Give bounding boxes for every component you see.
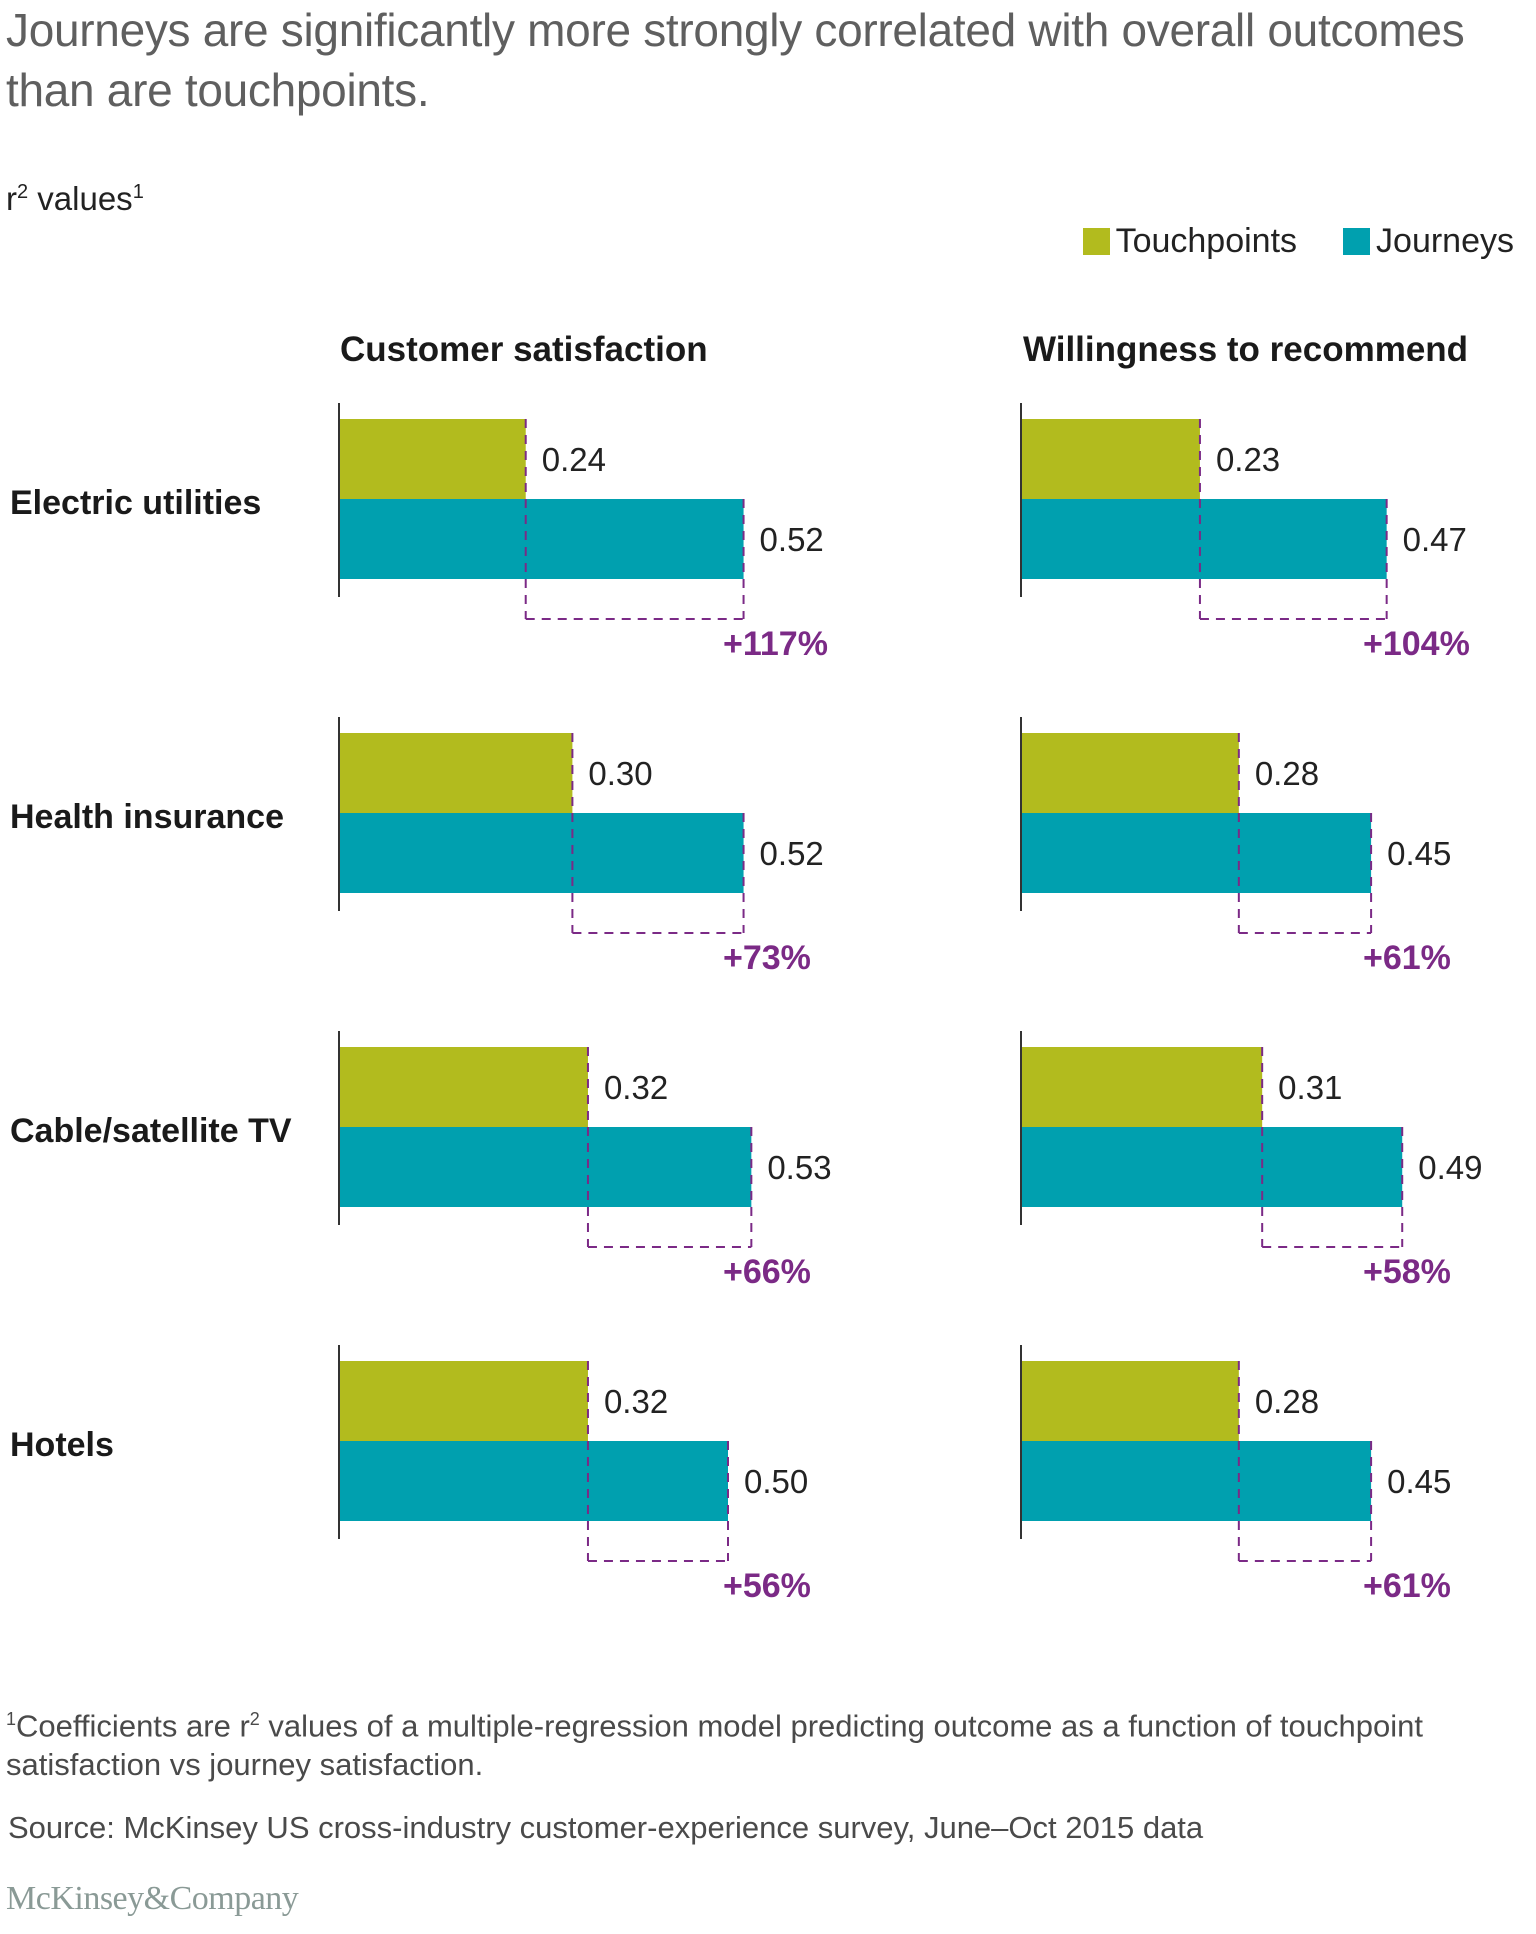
brand-logo: McKinsey&Company bbox=[6, 1880, 299, 1917]
delta-label-customer-satisfaction-health-insurance: +73% bbox=[723, 939, 811, 977]
category-label-health-insurance: Health insurance bbox=[10, 798, 284, 836]
footnote-marker: 1 bbox=[6, 1709, 17, 1729]
legend-label-touchpoints: Touchpoints bbox=[1115, 222, 1298, 260]
footnote-text-post: values of a multiple-regression model pr… bbox=[6, 1708, 1423, 1783]
bar-journeys-willingness-to-recommend-hotels bbox=[1021, 1441, 1372, 1521]
source-note: Source: McKinsey US cross-industry custo… bbox=[8, 1810, 1204, 1845]
bar-touchpoints-willingness-to-recommend-cable-satellite-tv bbox=[1021, 1047, 1263, 1127]
legend-item-journeys: Journeys bbox=[1343, 222, 1514, 261]
bar-touchpoints-customer-satisfaction-cable-satellite-tv bbox=[339, 1047, 588, 1127]
bar-journeys-willingness-to-recommend-health-insurance bbox=[1021, 813, 1372, 893]
footnote-text-pre: Coefficients are r bbox=[16, 1708, 250, 1744]
bar-journeys-customer-satisfaction-electric-utilities bbox=[339, 499, 744, 579]
bar-journeys-willingness-to-recommend-cable-satellite-tv bbox=[1021, 1127, 1403, 1207]
chart-title: Journeys are significantly more strongly… bbox=[6, 4, 1465, 116]
bar-touchpoints-customer-satisfaction-health-insurance bbox=[339, 733, 573, 813]
category-label-cable-satellite-tv: Cable/satellite TV bbox=[10, 1112, 292, 1150]
value-label-touchpoints-willingness-to-recommend-hotels: 0.28 bbox=[1255, 1383, 1319, 1420]
value-label-touchpoints-customer-satisfaction-health-insurance: 0.30 bbox=[588, 755, 652, 792]
value-label-touchpoints-customer-satisfaction-cable-satellite-tv: 0.32 bbox=[604, 1069, 668, 1106]
value-label-touchpoints-customer-satisfaction-hotels: 0.32 bbox=[604, 1383, 668, 1420]
delta-label-willingness-to-recommend-electric-utilities: +104% bbox=[1363, 625, 1470, 663]
delta-label-customer-satisfaction-hotels: +56% bbox=[723, 1567, 811, 1605]
value-label-journeys-customer-satisfaction-electric-utilities: 0.52 bbox=[760, 521, 824, 558]
bar-journeys-willingness-to-recommend-electric-utilities bbox=[1021, 499, 1387, 579]
value-label-touchpoints-willingness-to-recommend-cable-satellite-tv: 0.31 bbox=[1278, 1069, 1342, 1106]
bar-touchpoints-customer-satisfaction-hotels bbox=[339, 1361, 588, 1441]
bar-touchpoints-willingness-to-recommend-hotels bbox=[1021, 1361, 1239, 1441]
value-label-journeys-customer-satisfaction-hotels: 0.50 bbox=[744, 1463, 808, 1500]
legend-label-journeys: Journeys bbox=[1376, 222, 1514, 260]
delta-label-customer-satisfaction-electric-utilities: +117% bbox=[723, 625, 828, 663]
footnote-text-sup: 2 bbox=[249, 1709, 260, 1729]
value-label-touchpoints-willingness-to-recommend-electric-utilities: 0.23 bbox=[1216, 441, 1280, 478]
legend-swatch-touchpoints bbox=[1082, 228, 1110, 255]
bar-touchpoints-customer-satisfaction-electric-utilities bbox=[339, 419, 526, 499]
legend-swatch-journeys bbox=[1343, 228, 1371, 255]
delta-label-willingness-to-recommend-health-insurance: +61% bbox=[1363, 939, 1451, 977]
category-label-electric-utilities: Electric utilities bbox=[10, 484, 262, 522]
delta-label-customer-satisfaction-cable-satellite-tv: +66% bbox=[723, 1253, 811, 1291]
legend: Touchpoints Journeys bbox=[1082, 222, 1514, 261]
bar-journeys-customer-satisfaction-health-insurance bbox=[339, 813, 744, 893]
units-label-r: r bbox=[6, 180, 17, 217]
footnote: 1Coefficients are r2 values of a multipl… bbox=[6, 1700, 1486, 1784]
value-label-journeys-willingness-to-recommend-cable-satellite-tv: 0.49 bbox=[1418, 1149, 1482, 1186]
panel-title-customer-satisfaction: Customer satisfaction bbox=[340, 330, 708, 369]
delta-label-willingness-to-recommend-hotels: +61% bbox=[1363, 1567, 1451, 1605]
bar-journeys-customer-satisfaction-hotels bbox=[339, 1441, 728, 1521]
bar-touchpoints-willingness-to-recommend-electric-utilities bbox=[1021, 419, 1200, 499]
chart-plot-area: 0.24 0.52 +117% 0.30 0.52 +73% 0.32 0.53 +66% 0.3… bbox=[338, 403, 1482, 1605]
bar-touchpoints-willingness-to-recommend-health-insurance bbox=[1021, 733, 1239, 813]
panel-title-willingness-to-recommend: Willingness to recommend bbox=[1023, 330, 1469, 369]
value-label-touchpoints-customer-satisfaction-electric-utilities: 0.24 bbox=[542, 441, 606, 478]
units-label-rest: values bbox=[28, 180, 133, 217]
value-label-journeys-willingness-to-recommend-health-insurance: 0.45 bbox=[1387, 835, 1451, 872]
legend-item-touchpoints: Touchpoints bbox=[1082, 222, 1298, 261]
value-label-touchpoints-willingness-to-recommend-health-insurance: 0.28 bbox=[1255, 755, 1319, 792]
bar-journeys-customer-satisfaction-cable-satellite-tv bbox=[339, 1127, 752, 1207]
category-label-hotels: Hotels bbox=[10, 1426, 114, 1464]
delta-label-willingness-to-recommend-cable-satellite-tv: +58% bbox=[1363, 1253, 1451, 1291]
value-label-journeys-customer-satisfaction-cable-satellite-tv: 0.53 bbox=[767, 1149, 831, 1186]
value-label-journeys-willingness-to-recommend-hotels: 0.45 bbox=[1387, 1463, 1451, 1500]
value-label-journeys-customer-satisfaction-health-insurance: 0.52 bbox=[760, 835, 824, 872]
value-label-journeys-willingness-to-recommend-electric-utilities: 0.47 bbox=[1403, 521, 1467, 558]
units-label-sup: 2 bbox=[17, 181, 29, 203]
units-label: r2 values1 bbox=[6, 180, 144, 218]
units-footnote-marker: 1 bbox=[132, 181, 144, 203]
